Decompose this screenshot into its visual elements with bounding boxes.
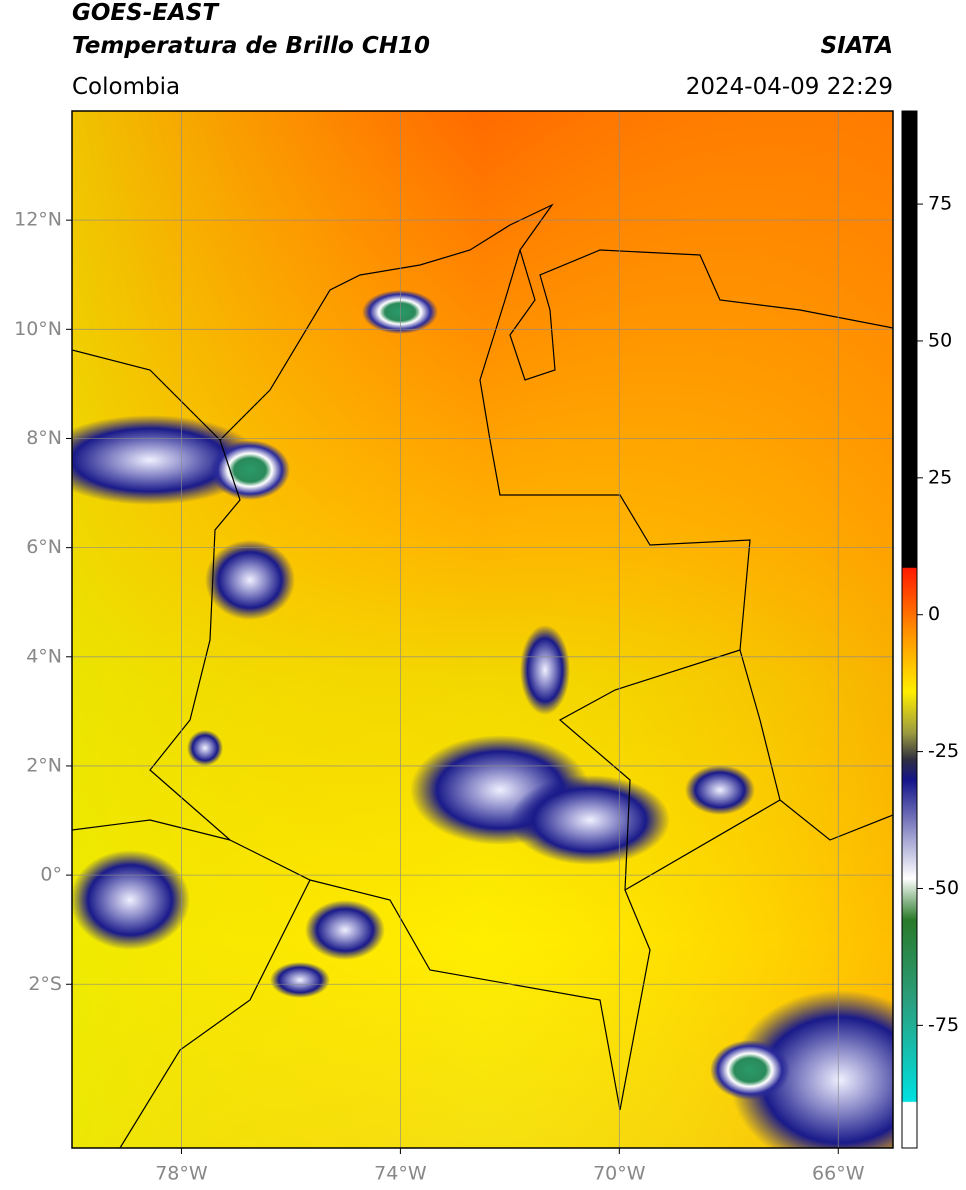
datetime: 2024-04-09 22:29	[686, 74, 893, 100]
colorbar-tick-label: -50	[928, 877, 959, 899]
title: GOES-EAST	[72, 0, 220, 26]
colorbar-tick-label: -25	[928, 740, 959, 762]
lon-tick-label: 66°W	[812, 1163, 865, 1185]
colombia-border	[149, 249, 751, 1111]
colorbar-tick-label: 75	[928, 193, 952, 215]
map-image	[72, 111, 893, 1148]
lat-tick-label: 10°N	[14, 318, 62, 340]
colorbar	[901, 110, 918, 1149]
colorbar-tick-label: 50	[928, 329, 952, 351]
grid	[72, 111, 893, 1148]
lon-tick-label: 74°W	[374, 1163, 427, 1185]
coastline	[72, 203, 893, 441]
lat-tick-label: 2°S	[28, 973, 62, 995]
lat-tick-label: 0°	[40, 864, 62, 886]
lat-tick-label: 4°N	[26, 645, 62, 667]
subtitle: Temperatura de Brillo CH10	[72, 33, 430, 59]
lat-tick-label: 8°N	[26, 427, 62, 449]
map-frame	[71, 110, 894, 1149]
lat-tick-label: 12°N	[14, 209, 62, 231]
colorbar-tick-label: 0	[928, 603, 940, 625]
southern-border	[72, 649, 893, 1148]
lat-tick-label: 2°N	[26, 754, 62, 776]
region: Colombia	[72, 74, 180, 100]
source: SIATA	[821, 33, 893, 59]
colorbar-tick-label: -75	[928, 1014, 959, 1036]
lat-tick-label: 6°N	[26, 536, 62, 558]
lon-tick-label: 78°W	[155, 1163, 208, 1185]
colorbar-tick-label: 25	[928, 466, 952, 488]
lon-tick-label: 70°W	[593, 1163, 646, 1185]
